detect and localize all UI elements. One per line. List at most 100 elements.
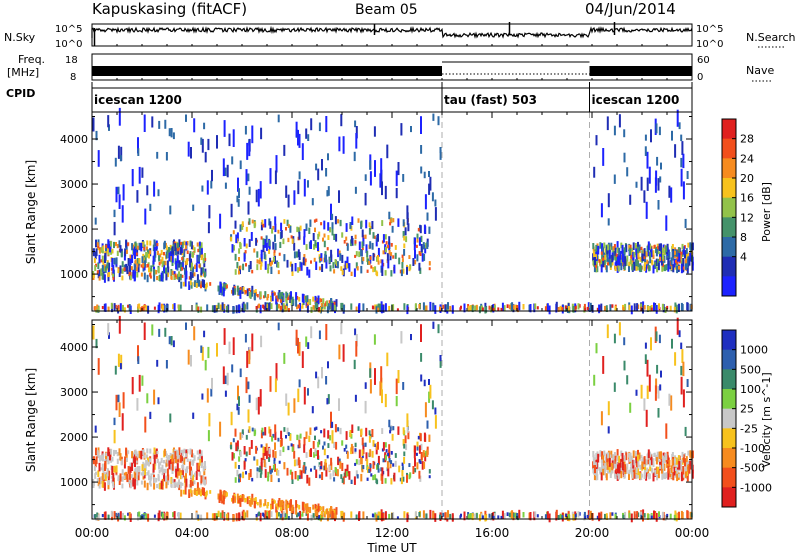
echo-cell	[129, 274, 132, 281]
echo-cell	[643, 266, 646, 272]
echo-cell	[333, 509, 336, 513]
echo-cell	[164, 468, 167, 474]
echo-cell	[358, 511, 361, 520]
echo-cell	[272, 433, 275, 438]
echo-cell	[298, 475, 301, 480]
echo-cell	[629, 452, 632, 457]
echo-cell	[140, 480, 143, 485]
echo-cell	[681, 451, 684, 458]
echo-cell	[460, 305, 462, 309]
echo-cell	[403, 235, 406, 241]
echo-cell	[613, 174, 616, 184]
echo-cell	[198, 264, 201, 268]
echo-cell	[646, 245, 649, 252]
echo-cell	[478, 514, 481, 522]
echo-cell	[326, 455, 329, 459]
echo-cell	[618, 255, 621, 265]
echo-cell	[196, 462, 199, 472]
echo-cell	[428, 469, 431, 474]
echo-cell	[146, 246, 148, 251]
echo-cell	[620, 466, 623, 472]
echo-cell	[182, 489, 185, 495]
echo-cell	[137, 514, 139, 521]
echo-cell	[338, 458, 341, 463]
echo-cell	[380, 512, 383, 522]
echo-cell	[603, 466, 606, 474]
echo-cell	[518, 509, 521, 519]
echo-cell	[170, 336, 173, 346]
echo-cell	[161, 464, 164, 470]
noise-left-tick-low: 10^0	[55, 39, 82, 50]
echo-cell	[248, 496, 251, 500]
echo-cell	[98, 455, 101, 459]
echo-cell	[180, 244, 183, 254]
echo-cell	[189, 271, 192, 280]
echo-cell	[165, 152, 168, 161]
echo-cell	[255, 397, 258, 411]
echo-cell	[298, 133, 301, 148]
echo-cell	[210, 388, 213, 397]
echo-cell	[200, 475, 203, 484]
echo-cell	[157, 397, 160, 405]
echo-cell	[645, 201, 648, 219]
echo-cell	[289, 261, 292, 267]
echo-cell	[180, 489, 183, 497]
echo-cell	[635, 454, 638, 464]
echo-cell	[681, 466, 684, 472]
echo-cell	[309, 219, 312, 227]
echo-cell	[512, 512, 515, 518]
colorbar-swatch	[722, 138, 736, 159]
echo-cell	[189, 448, 192, 455]
echo-cell	[181, 449, 184, 457]
echo-cell	[311, 198, 314, 206]
echo-cell	[317, 376, 320, 389]
echo-cell	[108, 124, 110, 131]
echo-cell	[265, 304, 268, 310]
echo-cell	[662, 263, 665, 267]
colorbar-swatch	[722, 467, 736, 488]
echo-cell	[287, 402, 290, 416]
echo-cell	[414, 511, 417, 518]
echo-cell	[136, 471, 139, 476]
echo-cell	[313, 427, 316, 431]
echo-cell	[120, 459, 123, 466]
echo-cell	[349, 430, 352, 437]
echo-cell	[315, 426, 318, 430]
echo-cell	[285, 291, 288, 298]
echo-cell	[630, 513, 633, 523]
echo-cell	[175, 260, 178, 270]
echo-cell	[192, 204, 195, 211]
echo-cell	[92, 325, 95, 340]
echo-cell	[277, 500, 280, 508]
echo-cell	[636, 246, 639, 254]
echo-cell	[635, 474, 638, 479]
echo-cell	[681, 258, 684, 264]
echo-cell	[636, 264, 639, 271]
echo-cell	[623, 455, 626, 462]
y-tick-label: 3000	[60, 178, 88, 191]
freq-label-2: [MHz]	[7, 66, 39, 79]
echo-cell	[671, 452, 674, 457]
echo-cell	[641, 253, 644, 261]
echo-cell	[265, 443, 268, 451]
echo-cell	[598, 259, 601, 263]
echo-cell	[134, 458, 136, 467]
echo-cell	[326, 508, 329, 515]
echo-cell	[152, 463, 155, 473]
echo-cell	[620, 258, 623, 264]
echo-cell	[594, 257, 596, 266]
echo-cell	[611, 468, 614, 474]
echo-cell	[243, 253, 246, 262]
echo-cell	[490, 306, 493, 313]
echo-cell	[172, 132, 175, 140]
echo-cell	[200, 462, 203, 469]
echo-cell	[239, 160, 242, 170]
echo-cell	[518, 301, 521, 311]
cpid-row: icescan 1200 tau (fast) 503 icescan 1200	[91, 82, 693, 112]
echo-cell	[202, 466, 205, 472]
echo-cell	[322, 298, 325, 305]
echo-cell	[311, 406, 314, 414]
echo-cell	[330, 249, 333, 258]
echo-cell	[674, 510, 677, 517]
echo-cell	[404, 435, 407, 444]
